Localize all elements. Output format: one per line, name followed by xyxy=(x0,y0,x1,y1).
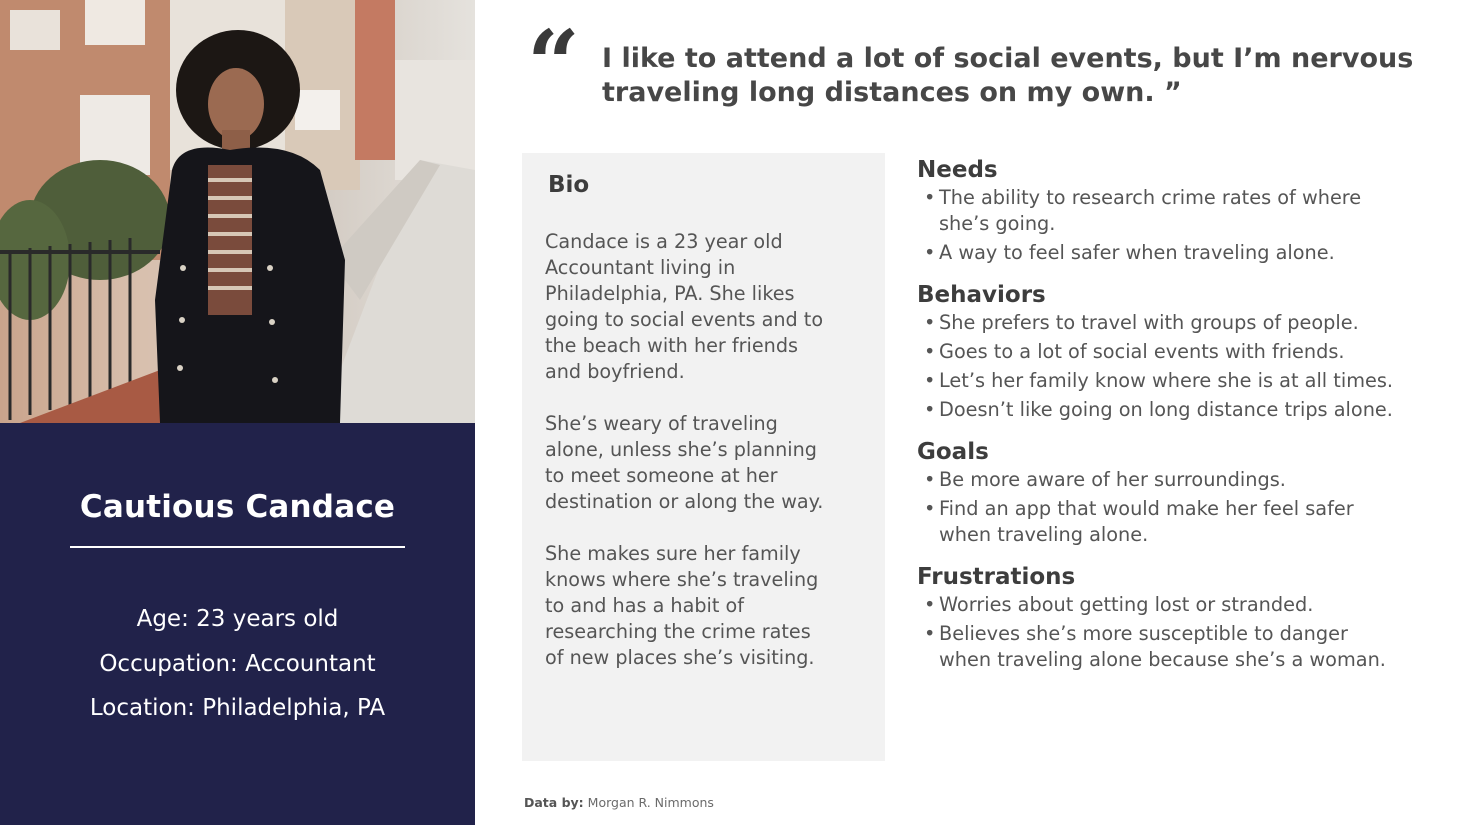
bio-title: Bio xyxy=(548,172,590,198)
section-title: Frustrations xyxy=(917,564,1076,590)
bio-text: Candace is a 23 year old Accountant livi… xyxy=(545,229,877,697)
bullet-list: Worries about getting lost or stranded. … xyxy=(917,592,1457,673)
list-item-text: Doesn’t like going on long distance trip… xyxy=(939,398,1393,421)
bio-paragraph: She’s weary of traveling alone, unless s… xyxy=(545,412,824,513)
list-item: A way to feel safer when traveling alone… xyxy=(917,240,1457,266)
list-item-text: A way to feel safer when traveling alone… xyxy=(939,241,1335,264)
persona-quote: I like to attend a lot of social events,… xyxy=(602,43,1414,108)
section-behaviors: Behaviors She prefers to travel with gro… xyxy=(917,280,1457,423)
list-item-text: Believes she’s more susceptible to dange… xyxy=(939,622,1386,671)
location-text: Location: Philadelphia, PA xyxy=(89,695,386,721)
list-item-text: Let’s her family know where she is at al… xyxy=(939,369,1394,392)
list-item-text: Find an app that would make her feel saf… xyxy=(939,497,1354,546)
persona-left-column: Cautious Candace Age: 23 years old Occup… xyxy=(0,0,475,825)
quote-mark-icon: “ xyxy=(527,10,580,118)
list-item: She prefers to travel with groups of peo… xyxy=(917,310,1457,336)
list-item: Believes she’s more susceptible to dange… xyxy=(917,621,1457,673)
age-text: Age: 23 years old xyxy=(136,606,339,632)
list-item: Doesn’t like going on long distance trip… xyxy=(917,397,1457,423)
list-item-text: Goes to a lot of social events with frie… xyxy=(939,340,1345,363)
list-item: Be more aware of her surroundings. xyxy=(917,467,1457,493)
occupation-text: Occupation: Accountant xyxy=(99,650,376,677)
credit-author: Morgan R. Nimmons xyxy=(587,795,714,810)
credit-label: Data by: xyxy=(524,795,584,810)
name-divider xyxy=(70,546,405,548)
section-title: Goals xyxy=(917,439,989,465)
section-goals: Goals Be more aware of her surroundings.… xyxy=(917,437,1457,548)
list-item: Find an app that would make her feel saf… xyxy=(917,496,1457,548)
bullet-list: She prefers to travel with groups of peo… xyxy=(917,310,1457,423)
list-item: Let’s her family know where she is at al… xyxy=(917,368,1457,394)
profile-panel: Cautious Candace Age: 23 years old Occup… xyxy=(0,423,475,825)
bio-panel: Bio Candace is a 23 year old Accountant … xyxy=(522,153,885,761)
list-item-text: Worries about getting lost or stranded. xyxy=(939,593,1314,616)
persona-sections: Needs The ability to research crime rate… xyxy=(917,155,1457,687)
bullet-list: The ability to research crime rates of w… xyxy=(917,185,1457,266)
bio-paragraph: Candace is a 23 year old Accountant livi… xyxy=(545,230,824,383)
section-frustrations: Frustrations Worries about getting lost … xyxy=(917,562,1457,673)
list-item-text: She prefers to travel with groups of peo… xyxy=(939,311,1359,334)
list-item-text: The ability to research crime rates of w… xyxy=(939,186,1362,235)
bio-paragraph: She makes sure her family knows where sh… xyxy=(545,542,819,669)
persona-photo xyxy=(0,0,475,423)
list-item: Goes to a lot of social events with frie… xyxy=(917,339,1457,365)
persona-photo-illustration xyxy=(0,0,475,423)
data-credit: Data by: Morgan R. Nimmons xyxy=(524,795,714,810)
list-item-text: Be more aware of her surroundings. xyxy=(939,468,1286,491)
bullet-list: Be more aware of her surroundings. Find … xyxy=(917,467,1457,548)
section-needs: Needs The ability to research crime rate… xyxy=(917,155,1457,266)
list-item: Worries about getting lost or stranded. xyxy=(917,592,1457,618)
persona-name: Cautious Candace xyxy=(79,489,396,525)
profile-facts: Age: 23 years old Occupation: Accountant… xyxy=(0,597,475,731)
section-title: Behaviors xyxy=(917,282,1046,308)
section-title: Needs xyxy=(917,157,998,183)
list-item: The ability to research crime rates of w… xyxy=(917,185,1457,237)
